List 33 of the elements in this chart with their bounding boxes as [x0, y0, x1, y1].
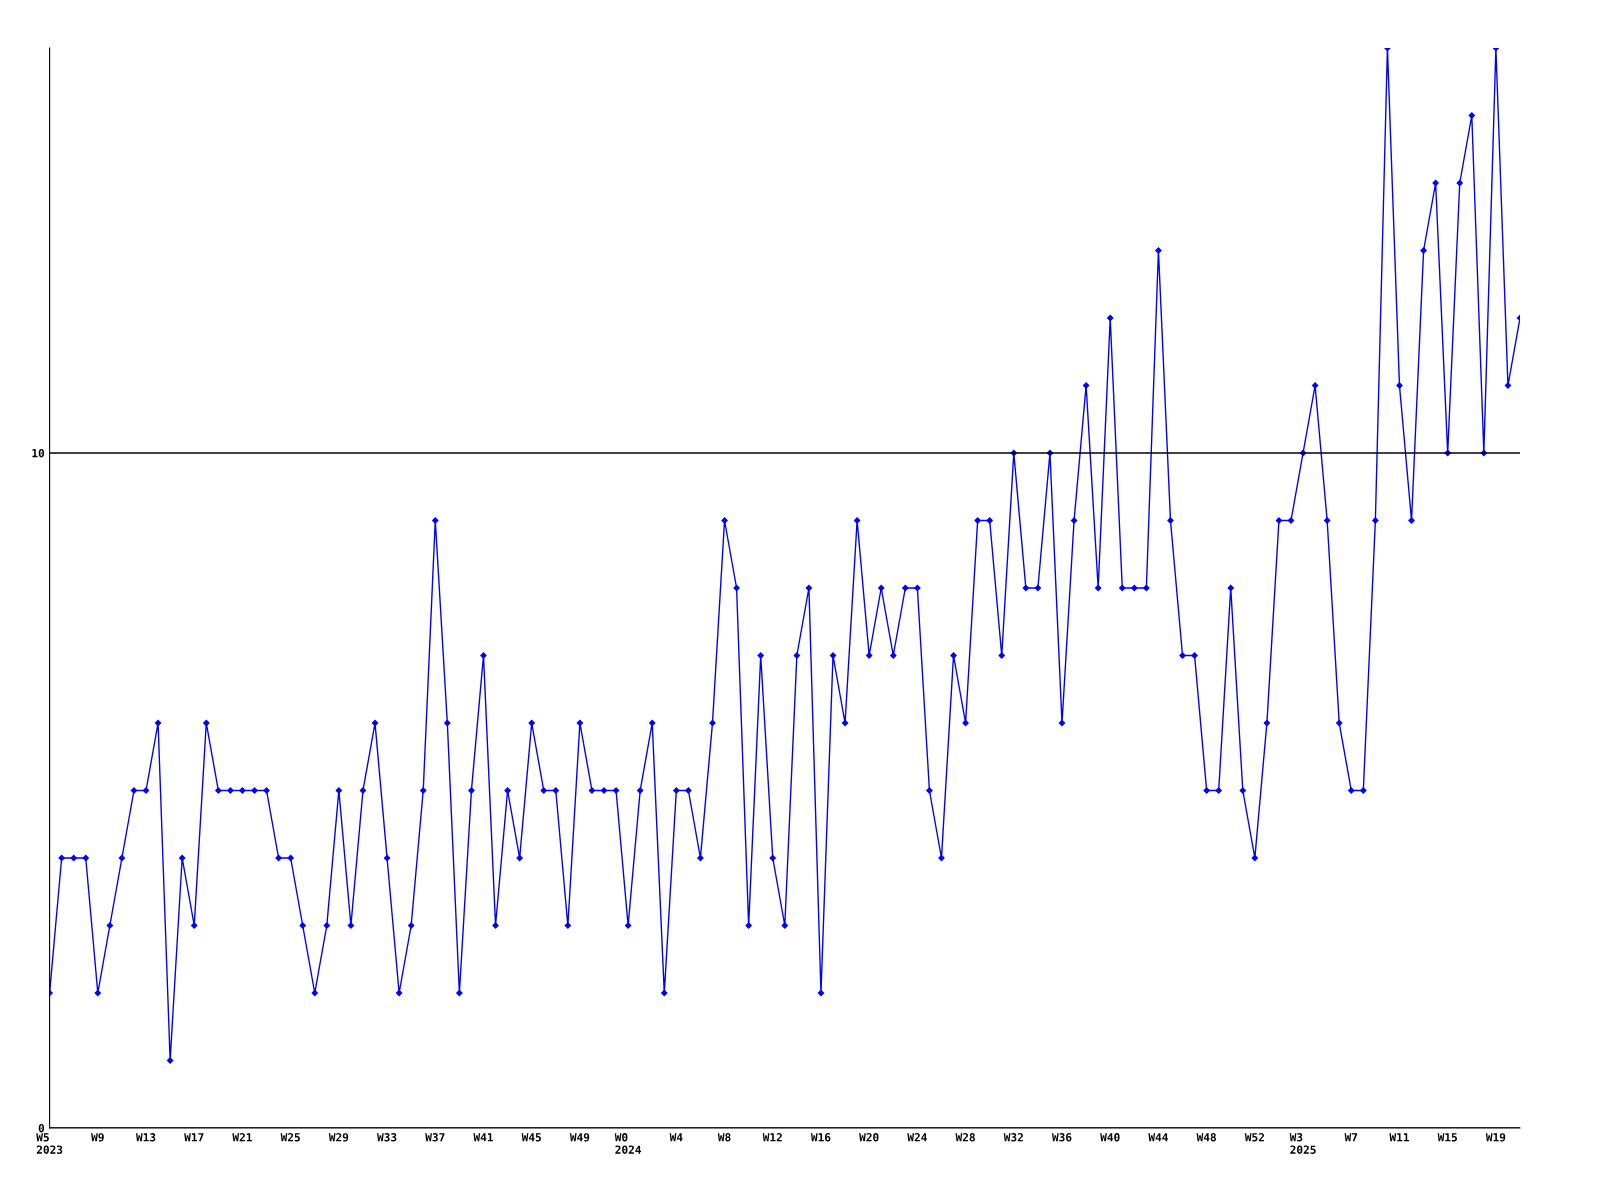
x-tick-label: W49 — [569, 1133, 590, 1142]
x-tick-label: W44 — [1148, 1133, 1168, 1142]
x-tick-label: W20 — [859, 1133, 879, 1142]
x-tick-label: W24 — [907, 1133, 927, 1142]
x-tick-label: W8 — [717, 1133, 731, 1142]
x-tick-label: W37 — [425, 1133, 445, 1142]
x-tick-label: W0 2024 — [614, 1133, 641, 1154]
x-tick-label: W4 — [669, 1133, 683, 1142]
x-tick-label: W5 2023 — [36, 1133, 63, 1154]
y-tick-label: 10 — [32, 448, 45, 458]
x-tick-label: W12 — [762, 1133, 782, 1142]
x-tick-label: W7 — [1344, 1133, 1358, 1142]
x-tick-label: W16 — [810, 1133, 831, 1142]
x-tick-label: W36 — [1051, 1133, 1072, 1142]
x-tick-label: W41 — [473, 1133, 493, 1142]
x-tick-label: W9 — [91, 1133, 104, 1142]
x-tick-label: W52 — [1244, 1133, 1264, 1142]
x-tick-label: W19 — [1485, 1133, 1506, 1142]
y-tick-label: 0 — [38, 1123, 45, 1133]
x-tick-label: W40 — [1100, 1133, 1120, 1142]
x-tick-label: W25 — [280, 1133, 300, 1142]
x-tick-label: W21 — [232, 1133, 252, 1142]
x-tick-label: W28 — [955, 1133, 975, 1142]
x-tick-label: W48 — [1196, 1133, 1216, 1142]
x-tick-label: W13 — [135, 1133, 156, 1142]
x-tick-label: W32 — [1003, 1133, 1023, 1142]
x-tick-label: W45 — [521, 1133, 541, 1142]
x-tick-label: W11 — [1389, 1133, 1409, 1142]
x-tick-label: W29 — [328, 1133, 349, 1142]
x-tick-label: W3 2025 — [1289, 1133, 1316, 1154]
x-tick-label: W15 — [1437, 1133, 1457, 1142]
x-tick-label: W33 — [377, 1133, 397, 1142]
x-tick-label: W17 — [184, 1133, 204, 1142]
